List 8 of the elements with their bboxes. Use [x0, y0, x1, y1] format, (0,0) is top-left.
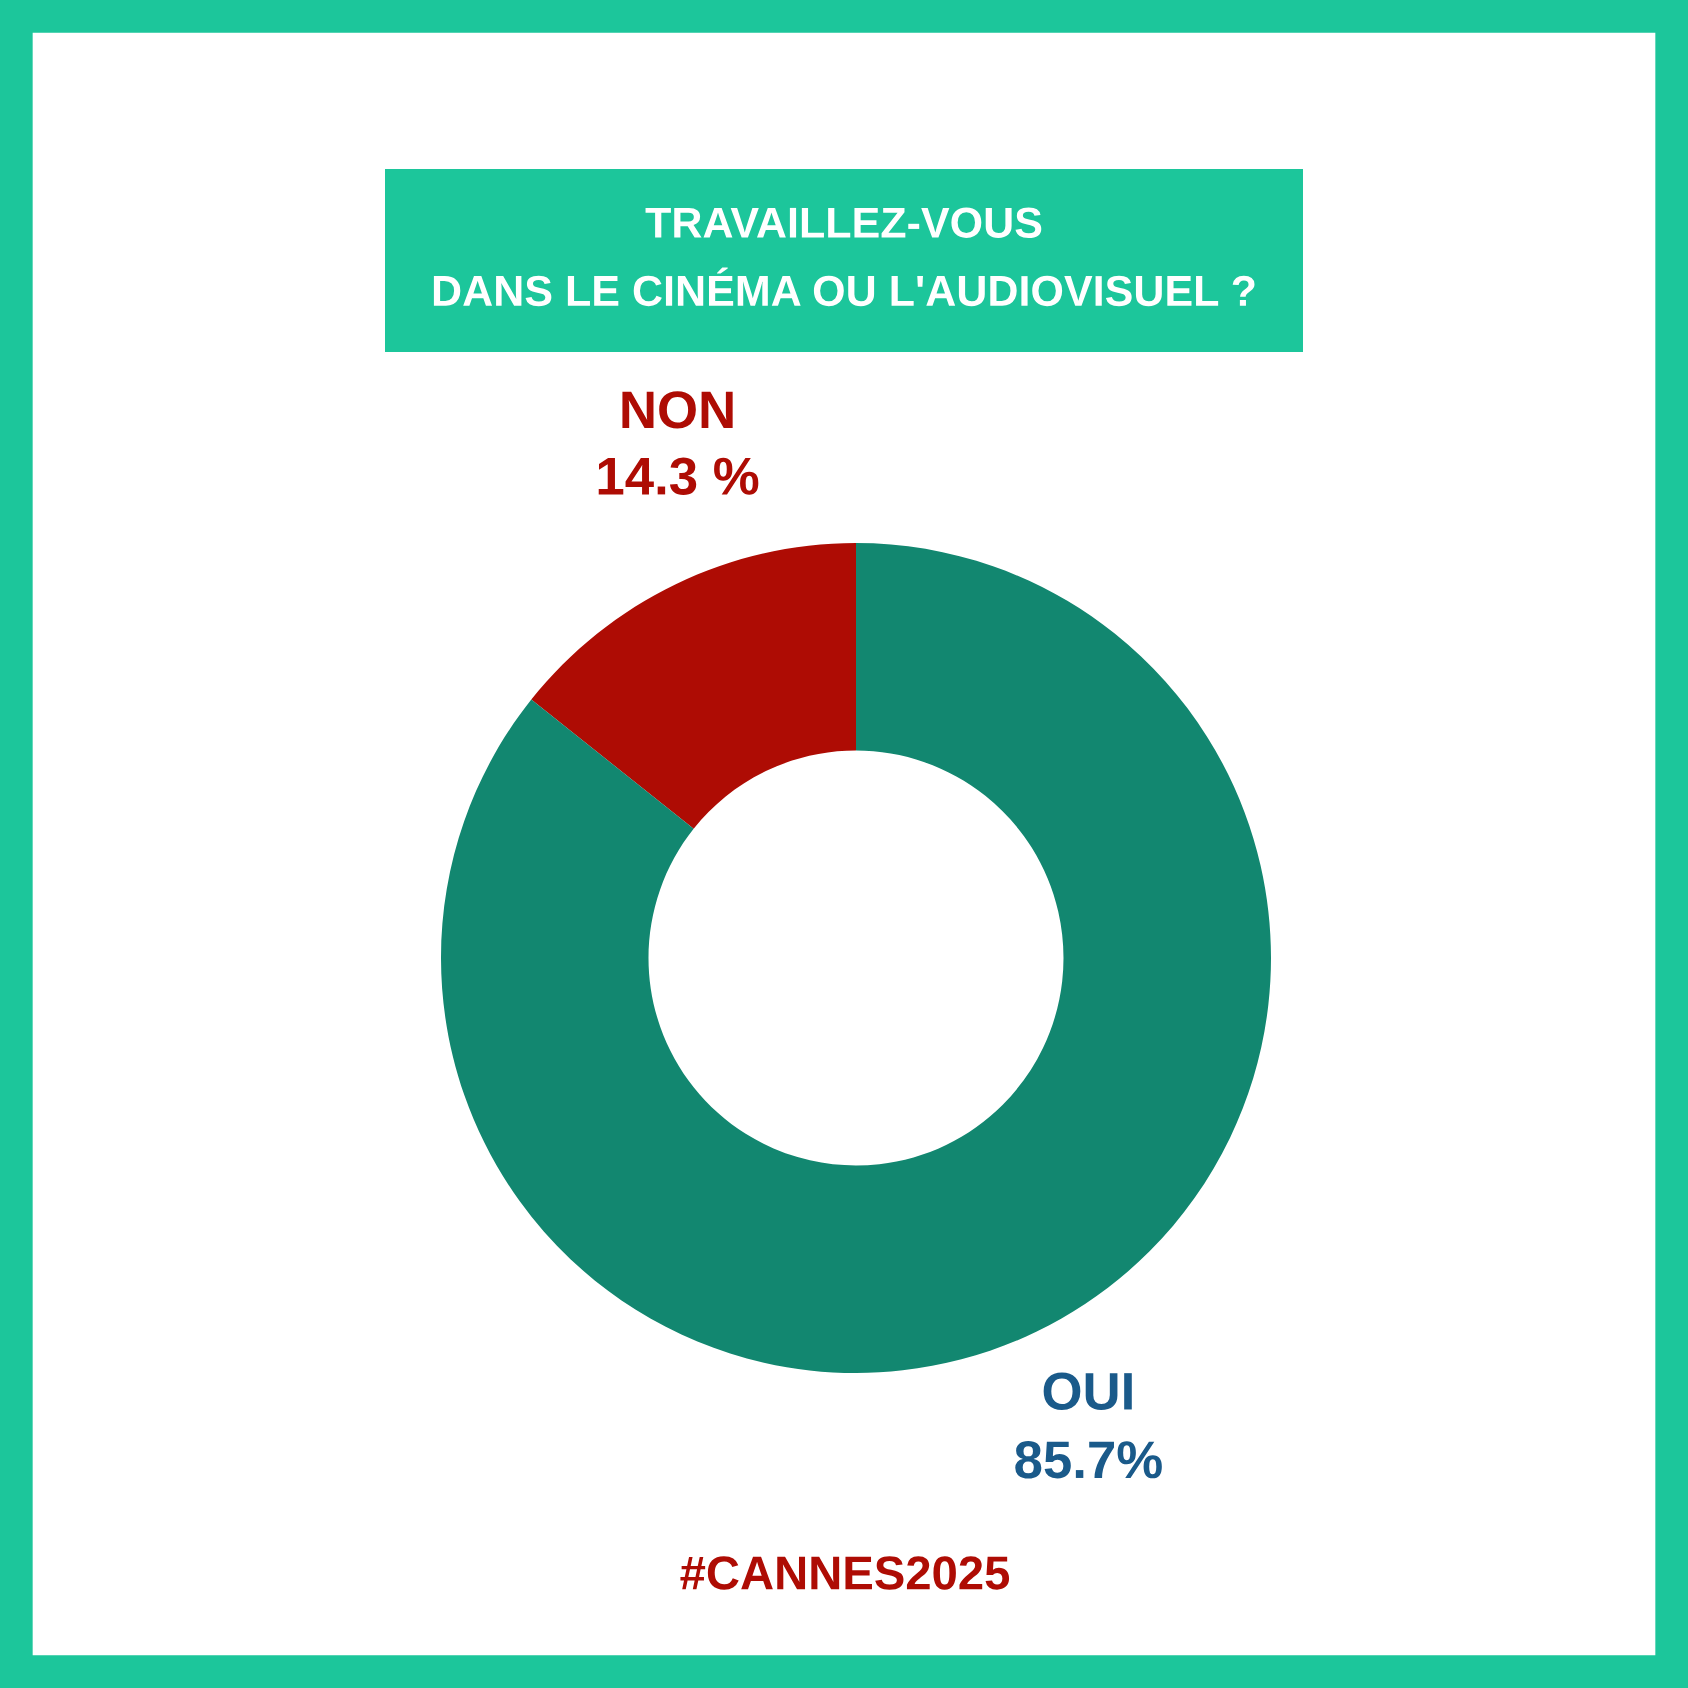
slice-label: OUI	[1043, 1372, 1132, 1410]
chart-title: TRAVAILLEZ-VOUS DANS LE CINÉMA OU L'AUDIOVISUEL ?	[433, 207, 1255, 307]
data-label: 14.3 %	[598, 457, 759, 495]
donut-slice	[531, 543, 856, 829]
text: #CANNES2025	[680, 1556, 1010, 1590]
slice-label: NON	[622, 391, 733, 429]
data-label: 85.7%	[1015, 1441, 1162, 1479]
donut-slice	[441, 543, 1271, 1373]
